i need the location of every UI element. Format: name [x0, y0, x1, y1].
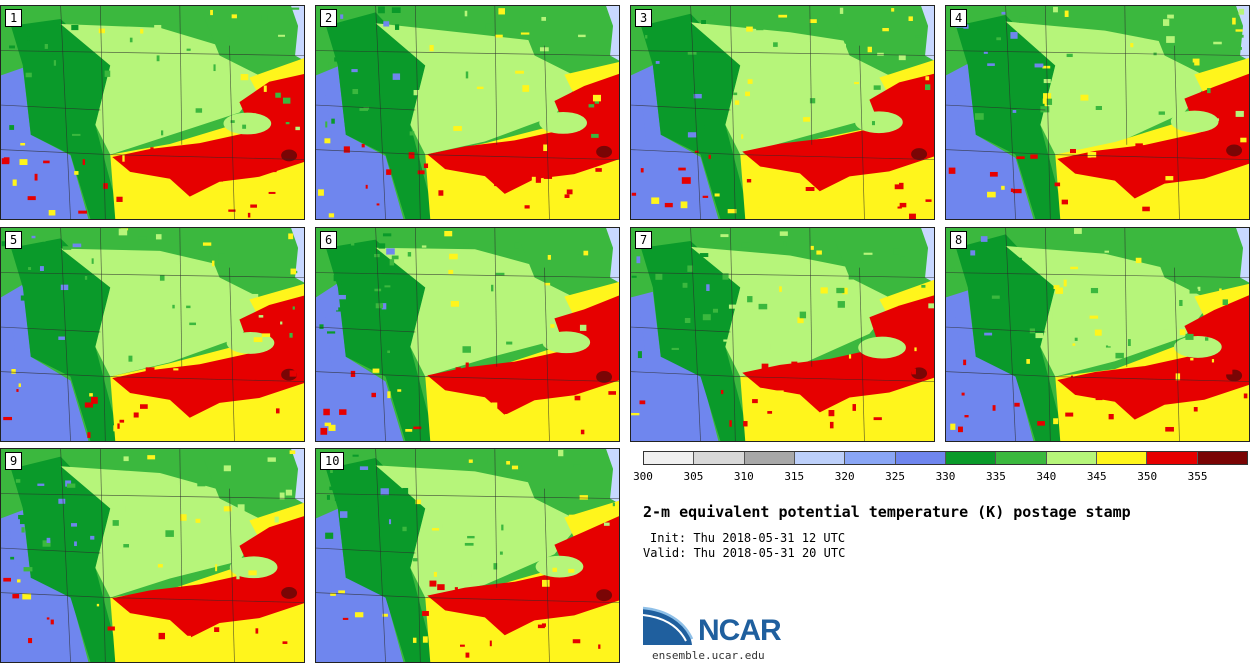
legend-swatch [694, 452, 745, 464]
legend-tick-label: 320 [834, 470, 855, 483]
member-label: 7 [635, 231, 653, 249]
member-label: 9 [5, 452, 23, 470]
legend-tick-label: 325 [885, 470, 906, 483]
member-label: 4 [950, 9, 968, 27]
map-field [1, 449, 304, 662]
map-field [316, 449, 619, 662]
legend-tick-label: 305 [683, 470, 704, 483]
member-label: 1 [5, 9, 23, 27]
source-url: ensemble.ucar.edu [652, 649, 765, 662]
legend-tick-label: 315 [784, 470, 805, 483]
legend-tick-label: 340 [1036, 470, 1057, 483]
legend-swatch [845, 452, 896, 464]
member-panel-3: 3 [630, 5, 935, 220]
map-field [631, 228, 934, 441]
member-panel-2: 2 [315, 5, 620, 220]
map-field [316, 6, 619, 219]
member-panel-6: 6 [315, 227, 620, 442]
member-label: 10 [320, 452, 345, 470]
legend-tick-label: 300 [633, 470, 653, 483]
legend-swatch [996, 452, 1047, 464]
legend-swatch [945, 452, 997, 464]
member-label: 8 [950, 231, 968, 249]
member-panel-10: 10 [315, 448, 620, 663]
legend-ticks: 300 305 310 315 320 325 330 335 340 345 350 355 [633, 470, 1248, 484]
color-legend [643, 451, 1248, 465]
plot-title: 2-m equivalent potential temperature (K)… [643, 503, 1131, 521]
member-panel-9: 9 [0, 448, 305, 663]
member-panel-4: 4 [945, 5, 1250, 220]
member-label: 2 [320, 9, 338, 27]
legend-swatch [1197, 452, 1247, 464]
legend-swatch [644, 452, 695, 464]
legend-tick-label: 330 [935, 470, 956, 483]
member-label: 6 [320, 231, 338, 249]
legend-tick-label: 310 [733, 470, 754, 483]
init-time: Init: Thu 2018-05-31 12 UTC [650, 531, 846, 545]
legend-swatch [1096, 452, 1148, 464]
legend-swatch [744, 452, 795, 464]
member-label: 3 [635, 9, 653, 27]
member-label: 5 [5, 231, 23, 249]
member-panel-1: 1 [0, 5, 305, 220]
map-field [316, 228, 619, 441]
legend-swatch [895, 452, 946, 464]
map-field [1, 228, 304, 441]
map-field [946, 6, 1249, 219]
valid-time: Valid: Thu 2018-05-31 20 UTC [643, 546, 846, 560]
member-panel-8: 8 [945, 227, 1250, 442]
legend-tick-label: 335 [985, 470, 1006, 483]
legend-swatch [794, 452, 846, 464]
legend-tick-label: 345 [1086, 470, 1107, 483]
ncar-logo-icon [642, 606, 694, 645]
legend-swatch [1046, 452, 1097, 464]
map-field [631, 6, 934, 219]
legend-tick-label: 355 [1187, 470, 1208, 483]
map-field [946, 228, 1249, 441]
member-panel-5: 5 [0, 227, 305, 442]
member-panel-7: 7 [630, 227, 935, 442]
legend-tick-label: 350 [1137, 470, 1158, 483]
legend-swatch [1147, 452, 1198, 464]
ncar-logo-text: NCAR [698, 614, 782, 647]
map-field [1, 6, 304, 219]
